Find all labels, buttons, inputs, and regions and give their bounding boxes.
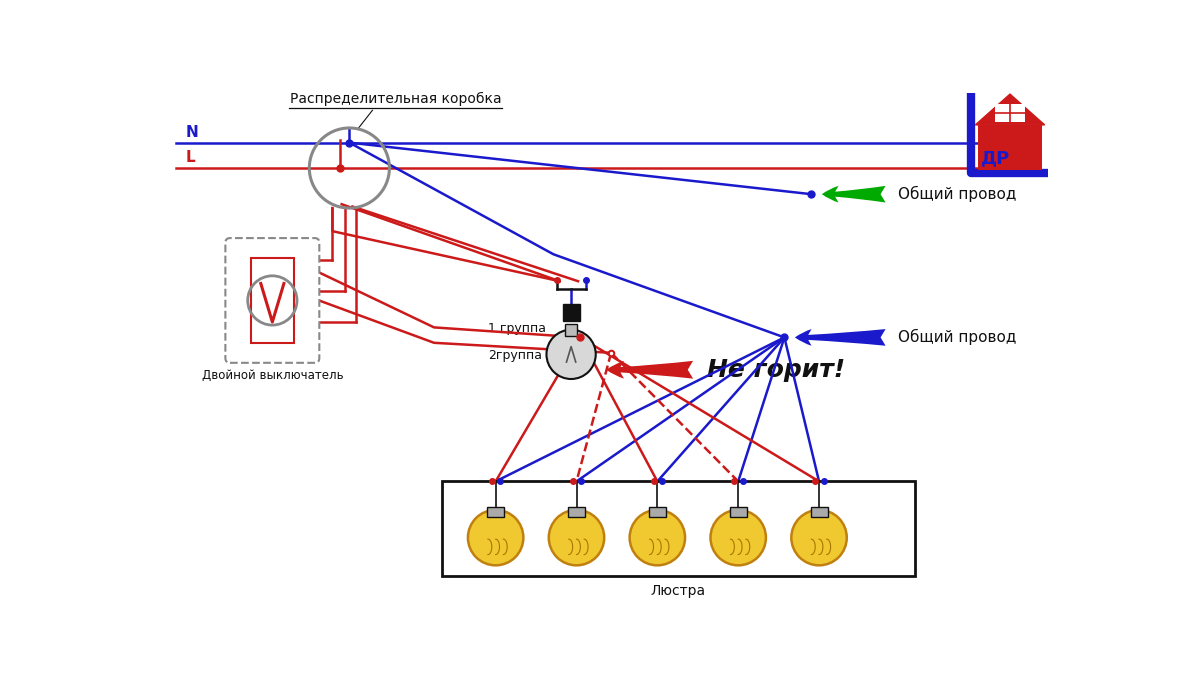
FancyBboxPatch shape [563,304,580,321]
Polygon shape [995,104,1026,122]
FancyBboxPatch shape [226,238,319,363]
FancyBboxPatch shape [487,507,504,517]
FancyBboxPatch shape [810,507,828,517]
FancyBboxPatch shape [442,481,916,576]
Circle shape [548,510,605,566]
FancyBboxPatch shape [978,125,1042,169]
Text: 1 группа: 1 группа [488,322,546,335]
Circle shape [630,510,685,566]
FancyBboxPatch shape [568,507,584,517]
Text: Люстра: Люстра [650,584,706,598]
FancyBboxPatch shape [649,507,666,517]
Text: 2группа: 2группа [488,350,542,362]
Text: Общий провод: Общий провод [899,329,1016,346]
Text: Двойной выключатель: Двойной выключатель [202,369,343,382]
Circle shape [468,510,523,566]
FancyBboxPatch shape [730,507,746,517]
Circle shape [546,329,595,379]
Text: Распределительная коробка: Распределительная коробка [289,92,502,107]
FancyBboxPatch shape [565,324,577,336]
Text: L: L [185,150,194,165]
Circle shape [710,510,766,566]
Text: N: N [185,124,198,140]
Text: Не горит!: Не горит! [708,358,846,382]
Text: Общий провод: Общий провод [899,186,1016,202]
Circle shape [791,510,847,566]
Polygon shape [976,94,1045,125]
FancyBboxPatch shape [251,258,294,343]
Text: ДР: ДР [980,149,1010,167]
